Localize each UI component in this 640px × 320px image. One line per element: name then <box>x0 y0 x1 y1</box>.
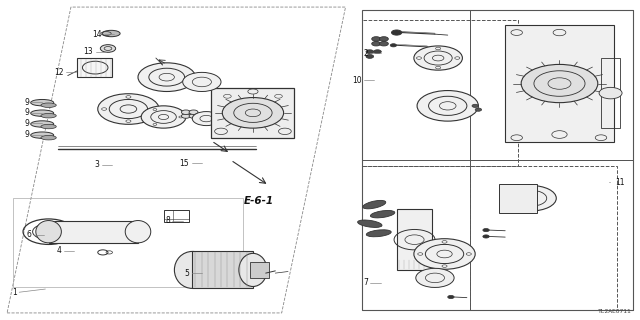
Text: 7: 7 <box>363 278 368 287</box>
Ellipse shape <box>41 135 56 140</box>
Text: 8: 8 <box>165 216 170 225</box>
Bar <box>250 262 269 278</box>
Ellipse shape <box>239 253 267 286</box>
Circle shape <box>181 110 190 115</box>
Ellipse shape <box>41 124 56 129</box>
Circle shape <box>417 91 478 121</box>
Text: 1: 1 <box>12 288 17 297</box>
Circle shape <box>372 37 381 41</box>
Ellipse shape <box>358 220 382 228</box>
Text: 11: 11 <box>615 178 625 187</box>
Circle shape <box>416 268 454 287</box>
Text: E-6-1: E-6-1 <box>244 196 275 206</box>
Circle shape <box>366 50 374 53</box>
Text: 9: 9 <box>24 130 29 139</box>
Circle shape <box>181 114 190 118</box>
Circle shape <box>505 186 556 211</box>
Circle shape <box>372 42 381 46</box>
Circle shape <box>414 46 463 70</box>
Bar <box>211 88 294 138</box>
Circle shape <box>182 72 221 92</box>
Bar <box>362 166 617 310</box>
Text: 10: 10 <box>352 76 362 85</box>
Circle shape <box>222 98 284 128</box>
Bar <box>601 58 620 128</box>
Bar <box>192 252 253 288</box>
Bar <box>397 209 432 270</box>
Circle shape <box>138 63 195 92</box>
Circle shape <box>380 42 388 46</box>
Ellipse shape <box>41 114 56 118</box>
Ellipse shape <box>102 30 120 37</box>
Ellipse shape <box>41 103 56 108</box>
Text: 4: 4 <box>56 246 61 255</box>
Circle shape <box>98 94 159 124</box>
Circle shape <box>192 112 220 125</box>
Bar <box>499 184 537 212</box>
Circle shape <box>483 228 489 232</box>
Bar <box>49 220 138 243</box>
Ellipse shape <box>31 121 54 127</box>
Text: 5: 5 <box>184 268 189 278</box>
Text: 2: 2 <box>363 49 368 58</box>
Ellipse shape <box>366 230 391 237</box>
Text: 12: 12 <box>54 68 63 77</box>
Circle shape <box>392 30 402 35</box>
Circle shape <box>390 44 397 47</box>
Text: TL2AE0711: TL2AE0711 <box>598 308 632 314</box>
Circle shape <box>521 64 598 103</box>
Circle shape <box>100 45 116 52</box>
Circle shape <box>414 239 475 269</box>
Ellipse shape <box>174 252 210 288</box>
Ellipse shape <box>31 100 54 106</box>
Bar <box>470 10 633 160</box>
Bar <box>505 25 614 142</box>
Circle shape <box>374 50 381 53</box>
Circle shape <box>475 108 481 111</box>
Text: 14: 14 <box>92 30 102 39</box>
Ellipse shape <box>31 110 54 116</box>
Circle shape <box>366 54 374 58</box>
Circle shape <box>189 110 198 115</box>
Text: 3: 3 <box>95 160 100 169</box>
Ellipse shape <box>371 211 395 218</box>
Ellipse shape <box>363 200 386 209</box>
Text: 9: 9 <box>24 98 29 107</box>
Text: 9: 9 <box>24 108 29 117</box>
Circle shape <box>483 235 489 238</box>
Text: 6: 6 <box>26 230 31 239</box>
Bar <box>164 210 189 222</box>
Circle shape <box>380 37 388 41</box>
Bar <box>362 20 518 166</box>
Text: 13: 13 <box>84 47 93 56</box>
Ellipse shape <box>31 132 54 138</box>
Ellipse shape <box>125 220 151 243</box>
Text: 15: 15 <box>179 159 189 168</box>
Circle shape <box>189 114 198 118</box>
Circle shape <box>472 104 478 108</box>
Circle shape <box>448 295 454 299</box>
Bar <box>470 160 633 310</box>
Bar <box>77 58 113 77</box>
Circle shape <box>141 106 186 128</box>
Text: 9: 9 <box>24 119 29 128</box>
Bar <box>362 10 633 310</box>
Circle shape <box>599 87 622 99</box>
Ellipse shape <box>36 220 61 243</box>
